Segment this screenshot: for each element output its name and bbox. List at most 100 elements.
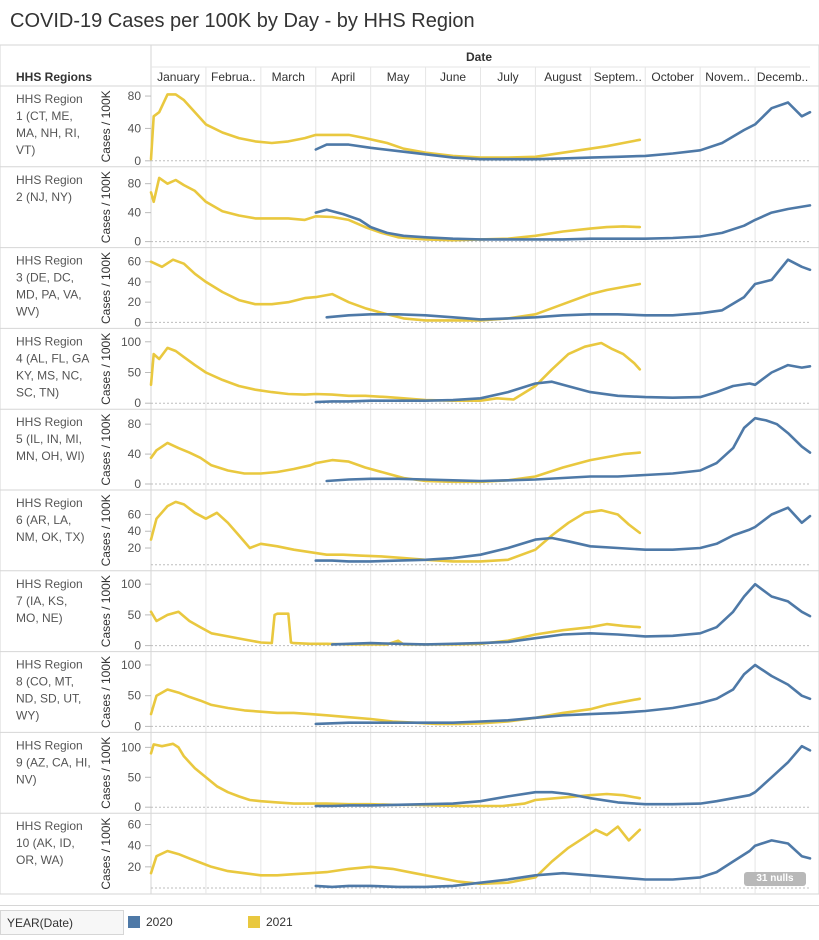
series-line-2021[interactable] <box>149 500 642 563</box>
series-line-2021[interactable] <box>149 825 642 886</box>
region-label: HHS Region <box>16 334 83 348</box>
month-label: January <box>157 70 200 84</box>
region-panel: HHS Region 6 (AR, LA, NM, OK, TX) Cases / 1… <box>0 489 819 566</box>
month-label: July <box>497 70 518 84</box>
series-line-2020[interactable] <box>314 839 812 889</box>
region-panel: HHS Region 9 (AZ, CA, HI, NV) Cases / 100K 0… <box>0 731 819 814</box>
region-label: WY) <box>16 709 39 723</box>
region-label: VT) <box>16 143 35 157</box>
legend-swatch-2020 <box>128 916 140 928</box>
region-label: 6 (AR, LA, <box>16 513 71 527</box>
region-label: NV) <box>16 772 37 786</box>
y-tick-label: 0 <box>134 235 141 249</box>
series-line-2021[interactable] <box>149 742 642 808</box>
region-label: KY, MS, NC, <box>16 368 82 382</box>
region-panel: HHS Region 10 (AK, ID, OR, WA) Cases / 100K… <box>0 812 819 890</box>
series-line-2021[interactable] <box>149 610 642 646</box>
y-axis-title: Cases / 100K <box>99 414 113 486</box>
y-axis-title: Cases / 100K <box>99 818 113 890</box>
region-panel: HHS Region 4 (AL, FL, GA KY, MS, NC, SC, TN… <box>0 327 819 410</box>
y-tick-label: 50 <box>128 689 142 703</box>
y-tick-label: 0 <box>134 477 141 491</box>
y-axis-title: Cases / 100K <box>99 333 113 405</box>
region-label: MD, PA, VA, <box>16 288 82 302</box>
y-tick-label: 60 <box>128 255 142 269</box>
region-label: SC, TN) <box>16 385 59 399</box>
y-tick-label: 80 <box>128 89 142 103</box>
month-label: Septem.. <box>594 70 642 84</box>
region-label: ND, SD, UT, <box>16 692 81 706</box>
region-label: HHS Region <box>16 738 83 752</box>
region-label: MN, OH, WI) <box>16 449 85 463</box>
region-label: MO, NE) <box>16 611 63 625</box>
y-tick-label: 60 <box>128 817 142 831</box>
legend: YEAR(Date) 2020 2021 <box>0 905 819 940</box>
region-label: 9 (AZ, CA, HI, <box>16 755 91 769</box>
month-label: Novem.. <box>705 70 750 84</box>
series-line-2020[interactable] <box>330 582 812 646</box>
region-label: 2 (NJ, NY) <box>16 190 72 204</box>
series-line-2021[interactable] <box>149 258 642 322</box>
chart-canvas: Date HHS Regions January Februa.. March Apr… <box>0 44 819 895</box>
region-panels: HHS Region 1 (CT, ME, MA, NH, RI, VT) Cases … <box>0 89 819 890</box>
y-tick-label: 100 <box>121 577 141 591</box>
region-panel: HHS Region 7 (IA, KS, MO, NE) Cases / 100K 0… <box>0 570 819 653</box>
series-line-2020[interactable] <box>314 744 812 808</box>
y-axis-title: Cases / 100K <box>99 90 113 162</box>
month-label: May <box>387 70 410 84</box>
legend-item-2020[interactable]: 2020 <box>128 915 173 931</box>
region-panel: HHS Region 1 (CT, ME, MA, NH, RI, VT) Cases … <box>16 89 812 168</box>
series-line-2021[interactable] <box>149 341 642 403</box>
region-panel: HHS Region 8 (CO, MT, ND, SD, UT, WY) Cases … <box>0 651 819 733</box>
y-tick-label: 0 <box>134 154 141 168</box>
month-label: March <box>272 70 305 84</box>
y-tick-label: 100 <box>121 740 141 754</box>
region-label: HHS Region <box>16 658 83 672</box>
region-label: 4 (AL, FL, GA <box>16 351 89 365</box>
y-axis-title: Cases / 100K <box>99 252 113 324</box>
y-tick-label: 40 <box>128 447 142 461</box>
region-label: 5 (IL, IN, MI, <box>16 432 82 446</box>
region-label: HHS Region <box>16 577 83 591</box>
series-line-2021[interactable] <box>149 93 642 161</box>
y-axis-title: Cases / 100K <box>99 494 113 566</box>
series-line-2020[interactable] <box>314 663 812 726</box>
month-label: June <box>440 70 466 84</box>
region-label: 7 (IA, KS, <box>16 594 67 608</box>
y-tick-label: 0 <box>134 315 141 329</box>
y-tick-label: 40 <box>128 275 142 289</box>
region-panel: HHS Region 5 (IL, IN, MI, MN, OH, WI) Cases… <box>0 408 819 491</box>
y-tick-label: 50 <box>128 365 142 379</box>
series-line-2020[interactable] <box>314 204 812 241</box>
series-line-2020[interactable] <box>314 101 812 161</box>
region-panel: HHS Region 3 (DE, DC, MD, PA, VA, WV) Cases … <box>0 247 819 329</box>
region-label: OR, WA) <box>16 853 64 867</box>
y-tick-label: 40 <box>128 121 142 135</box>
series-line-2020[interactable] <box>325 258 812 321</box>
y-tick-label: 20 <box>128 541 142 555</box>
month-label: Decemb.. <box>757 70 808 84</box>
legend-title: YEAR(Date) <box>0 910 124 935</box>
series-line-2020[interactable] <box>314 506 812 563</box>
y-tick-label: 0 <box>134 800 141 814</box>
series-line-2021[interactable] <box>149 441 642 484</box>
region-label: 1 (CT, ME, <box>16 109 73 123</box>
y-tick-label: 40 <box>128 206 142 220</box>
region-label: 8 (CO, MT, <box>16 675 74 689</box>
region-label: WV) <box>16 305 39 319</box>
series-line-2021[interactable] <box>149 176 642 242</box>
month-label: October <box>651 70 694 84</box>
month-label: August <box>544 70 582 84</box>
series-line-2020[interactable] <box>314 363 812 404</box>
y-tick-label: 100 <box>121 658 141 672</box>
y-axis-title: Cases / 100K <box>99 575 113 647</box>
y-tick-label: 50 <box>128 608 142 622</box>
legend-item-2021[interactable]: 2021 <box>248 915 293 931</box>
series-line-2020[interactable] <box>325 416 812 483</box>
month-axis: January Februa.. March April May June July Augu… <box>157 70 808 84</box>
nulls-badge[interactable]: 31 nulls <box>744 872 806 886</box>
y-tick-label: 40 <box>128 524 142 538</box>
y-tick-label: 20 <box>128 860 142 874</box>
region-label: HHS Region <box>16 254 83 268</box>
region-label: 3 (DE, DC, <box>16 271 74 285</box>
